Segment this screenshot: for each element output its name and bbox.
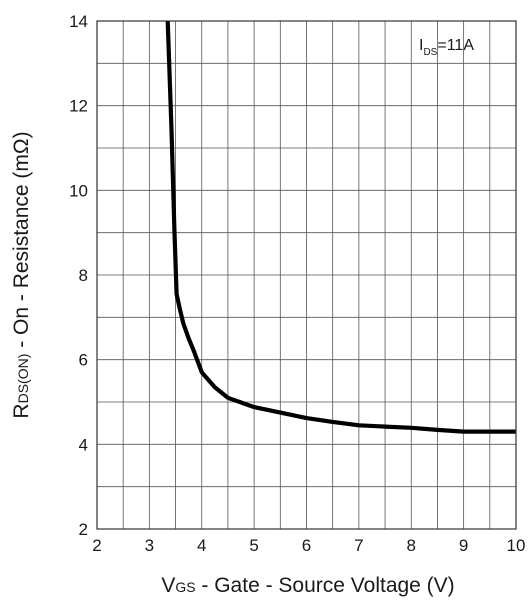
y-tick-label: 10 (69, 181, 88, 200)
annotation-rest: =11A (437, 37, 474, 54)
x-tick-label: 5 (249, 536, 258, 555)
x-tick-label: 10 (507, 536, 526, 555)
y-axis-title-rest: - On - Resistance (mΩ) (10, 131, 33, 353)
x-axis-title-main: V (161, 574, 175, 597)
y-tick-label: 14 (69, 12, 88, 31)
x-tick-label: 6 (302, 536, 311, 555)
x-tick-label: 9 (459, 536, 468, 555)
y-axis-title: RDS(ON) - On - Resistance (mΩ) (10, 131, 33, 418)
x-tick-labels: 2 3 4 5 6 7 8 9 10 (92, 536, 525, 555)
x-tick-label: 7 (354, 536, 363, 555)
plot-frame (96, 20, 517, 530)
y-tick-label: 12 (69, 97, 88, 116)
annotation-sub: DS (423, 47, 437, 58)
x-tick-label: 4 (197, 536, 206, 555)
y-axis-title-sub: DS(ON) (15, 354, 31, 404)
y-tick-label: 4 (79, 435, 88, 454)
x-tick-label: 2 (92, 536, 101, 555)
annotation: IDS=11A (419, 37, 474, 58)
y-tick-label: 6 (79, 351, 88, 370)
y-axis-title-main: R (10, 403, 33, 418)
x-axis-title-rest: - Gate - Source Voltage (V) (196, 574, 455, 597)
y-tick-label: 8 (79, 266, 88, 285)
series-line (165, 20, 516, 434)
x-tick-label: 3 (145, 536, 154, 555)
annotation-main: I (419, 37, 423, 54)
y-tick-labels: 2 4 6 8 10 12 14 (69, 12, 88, 539)
x-tick-label: 8 (407, 536, 416, 555)
x-axis-title: VGS - Gate - Source Voltage (V) (161, 574, 454, 597)
y-tick-label: 2 (79, 520, 88, 539)
x-axis-title-sub: GS (175, 579, 195, 595)
series-layer (165, 20, 516, 434)
